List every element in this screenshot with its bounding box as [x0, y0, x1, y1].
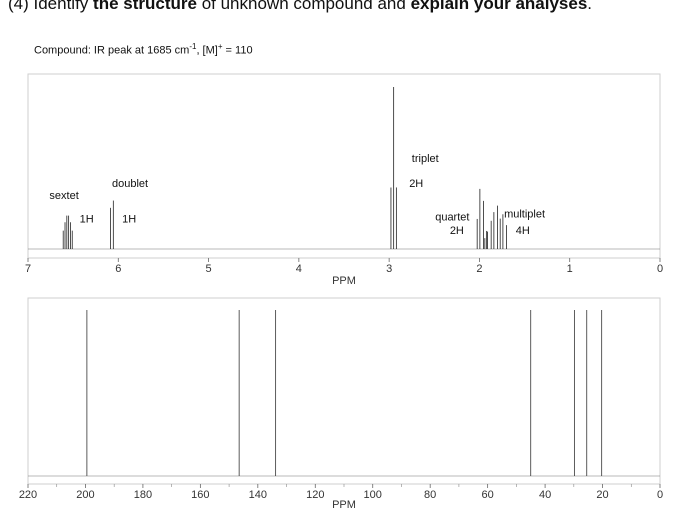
- c-nmr-plot-frame: [27, 297, 661, 485]
- h-nmr-tick-label: 7: [25, 263, 31, 275]
- h-nmr-annotation: triplet: [412, 153, 439, 165]
- question-text: (4) Identify the structure of unknown co…: [8, 0, 592, 14]
- h-nmr-tick-label: 5: [206, 263, 212, 275]
- h-nmr-tick-label: 0: [657, 263, 663, 275]
- c-nmr-axis-label: PPM: [332, 499, 356, 511]
- c-nmr-tick-label: 160: [191, 489, 209, 501]
- h-nmr-axis-label: PPM: [332, 275, 356, 287]
- h-nmr-tick-label: 1: [567, 263, 573, 275]
- compound-mass-value: = 110: [222, 44, 253, 57]
- h-nmr-plot-frame: [27, 73, 661, 259]
- c-nmr-tick-label: 100: [364, 489, 382, 501]
- c-nmr-tick-label: 120: [306, 489, 324, 501]
- h-nmr-annotation: quartet: [435, 212, 469, 224]
- compound-ir-label: Compound: IR peak at 1685 cm: [34, 44, 190, 57]
- c-nmr-tick-label: 220: [19, 489, 37, 501]
- c-nmr-tick-label: 80: [424, 489, 436, 501]
- h-nmr-tick-label: 4: [296, 263, 302, 275]
- c-nmr-tick-label: 60: [482, 489, 494, 501]
- h-nmr-annotation: 2H: [450, 225, 464, 237]
- h-nmr-tick-label: 2: [476, 263, 482, 275]
- h-nmr-annotation: doublet: [112, 178, 148, 190]
- h-nmr-annotation: 4H: [516, 225, 530, 237]
- compound-mass-label: , [M]: [196, 44, 218, 57]
- h-nmr-annotation: 1H: [122, 213, 136, 225]
- h-nmr-annotation: 2H: [409, 178, 423, 190]
- h-nmr-layer: 7 6 5 4 3 2 1 0PPMsextet1Hdoublet1Htriplet2Hqua…: [25, 87, 663, 287]
- question-bold-structure: the structure: [93, 0, 197, 13]
- h-nmr-annotation: sextet: [49, 190, 78, 202]
- compound-info: Compound: IR peak at 1685 cm-1, [M]+ = 1…: [34, 42, 253, 57]
- h-nmr-annotation: multiplet: [504, 208, 545, 220]
- c-nmr-tick-label: 200: [76, 489, 94, 501]
- c-nmr-tick-label: 180: [134, 489, 152, 501]
- question-bold-explain: explain your analyses: [410, 0, 588, 13]
- compound-ir-exponent: -1: [189, 42, 197, 51]
- h-nmr-tick-label: 3: [386, 263, 392, 275]
- c-nmr-tick-label: 20: [596, 489, 608, 501]
- question-suffix: .: [587, 0, 593, 13]
- c-nmr-tick-label: 140: [249, 489, 267, 501]
- compound-mass-sup: +: [217, 42, 223, 51]
- c-nmr-tick-label: 40: [539, 489, 551, 501]
- question-prefix: (4) Identify: [8, 0, 94, 13]
- c-nmr-tick-label: 0: [657, 489, 663, 501]
- h-nmr-tick-label: 6: [115, 263, 121, 275]
- question-mid: of unknown compound and: [196, 0, 411, 13]
- h-nmr-annotation: 1H: [80, 213, 94, 225]
